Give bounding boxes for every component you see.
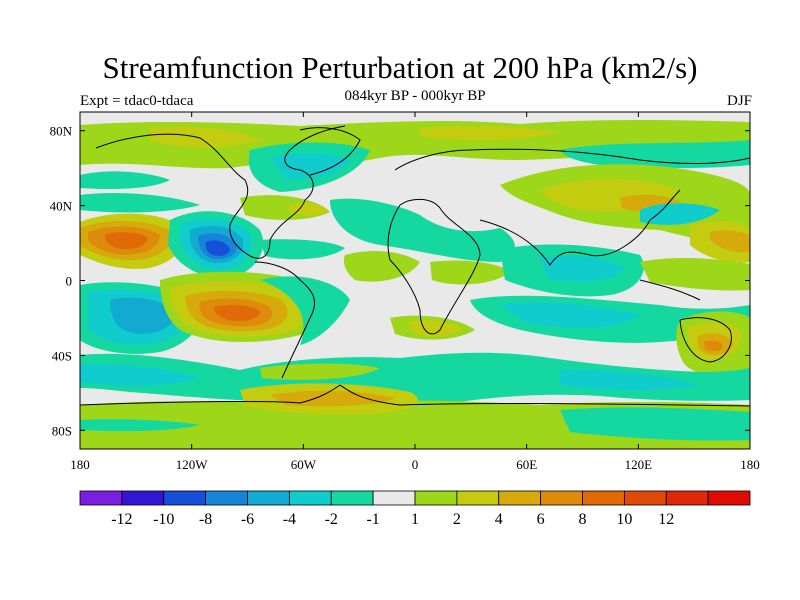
colorbar-swatch — [79, 490, 123, 506]
colorbar-swatch — [456, 490, 500, 506]
colorbar-label: -12 — [111, 511, 132, 528]
colorbar-swatch — [498, 490, 542, 506]
contour-band — [80, 193, 200, 213]
contour-band — [330, 198, 515, 262]
experiment-label: Expt = tdac0-tdaca — [80, 93, 194, 109]
lat-tick-label: 80S — [52, 423, 72, 438]
contour-band — [105, 232, 148, 250]
lon-tick-label: 120W — [176, 457, 209, 472]
contour-band — [560, 407, 750, 441]
season-label: DJF — [726, 93, 752, 109]
lon-tick-label: 60W — [291, 457, 317, 472]
contour-band — [410, 320, 462, 337]
contour-band — [430, 260, 510, 285]
contour-band — [205, 240, 230, 256]
lat-tick-label: 40N — [50, 199, 73, 214]
lat-tick-label: 40S — [52, 348, 72, 363]
plot-subtitle: 084kyr BP - 000kyr BP — [344, 88, 486, 104]
colorbar: -12 -10 -8 -6 -4 -2 -1 1 2 4 6 8 10 12 — [79, 490, 751, 528]
colorbar-swatch — [330, 490, 374, 506]
contour-band — [214, 304, 260, 321]
colorbar-swatch — [372, 490, 416, 506]
contour-band — [710, 230, 750, 253]
longitude-axis: 180 120W 60W 0 60E 120E 180 — [70, 112, 760, 472]
colorbar-label: 1 — [411, 511, 419, 528]
lon-tick-label: 120E — [625, 457, 653, 472]
colorbar-label: 2 — [453, 511, 461, 528]
contour-band — [540, 255, 625, 282]
colorbar-swatch — [205, 490, 248, 506]
colorbar-label: 4 — [495, 511, 503, 528]
colorbar-swatch — [288, 490, 332, 506]
contour-band — [80, 419, 200, 432]
colorbar-label: 8 — [579, 511, 587, 528]
lat-tick-label: 80N — [50, 124, 73, 139]
lon-tick-label: 0 — [412, 457, 419, 472]
colorbar-label: 6 — [537, 511, 545, 528]
colorbar-label: -10 — [153, 511, 174, 528]
colorbar-swatch — [414, 490, 458, 506]
contour-band — [260, 239, 345, 260]
colorbar-swatch — [665, 490, 709, 506]
contour-band — [420, 125, 560, 141]
lon-tick-label: 60E — [516, 457, 537, 472]
colorbar-label: -8 — [199, 511, 212, 528]
lon-tick-label: 180 — [740, 457, 760, 472]
colorbar-swatch — [623, 490, 667, 506]
contour-band — [290, 202, 328, 216]
contour-band — [110, 297, 175, 334]
lat-tick-label: 0 — [66, 274, 73, 289]
colorbar-swatch — [707, 490, 751, 506]
contour-band — [80, 364, 200, 387]
colorbar-label: -1 — [366, 511, 379, 528]
contour-band — [343, 250, 420, 282]
contour-band — [560, 369, 700, 391]
contour-band — [640, 257, 750, 291]
colorbar-swatch — [163, 490, 207, 506]
colorbar-label: -2 — [325, 511, 338, 528]
contour-band — [270, 152, 350, 180]
contour-band — [150, 126, 260, 148]
plot-title: Streamfunction Perturbation at 200 hPa (… — [102, 50, 698, 85]
colorbar-swatch — [247, 490, 290, 506]
colorbar-label: -4 — [283, 511, 296, 528]
contour-band — [80, 171, 170, 190]
contour-band — [560, 140, 750, 169]
colorbar-label: -6 — [241, 511, 254, 528]
colorbar-swatch — [121, 490, 165, 506]
contour-band — [640, 203, 720, 225]
contour-band — [260, 276, 350, 345]
contour-band — [704, 340, 723, 352]
lon-tick-label: 180 — [70, 457, 90, 472]
colorbar-swatch — [540, 490, 583, 506]
streamfunction-field — [80, 112, 750, 449]
contour-band — [260, 363, 380, 380]
contour-band — [500, 302, 640, 329]
coastlines — [80, 125, 750, 407]
colorbar-label: 10 — [616, 511, 632, 528]
latitude-axis: 80N 40N 0 40S 80S — [50, 124, 750, 438]
colorbar-swatch — [582, 490, 625, 506]
colorbar-label: 12 — [658, 511, 674, 528]
